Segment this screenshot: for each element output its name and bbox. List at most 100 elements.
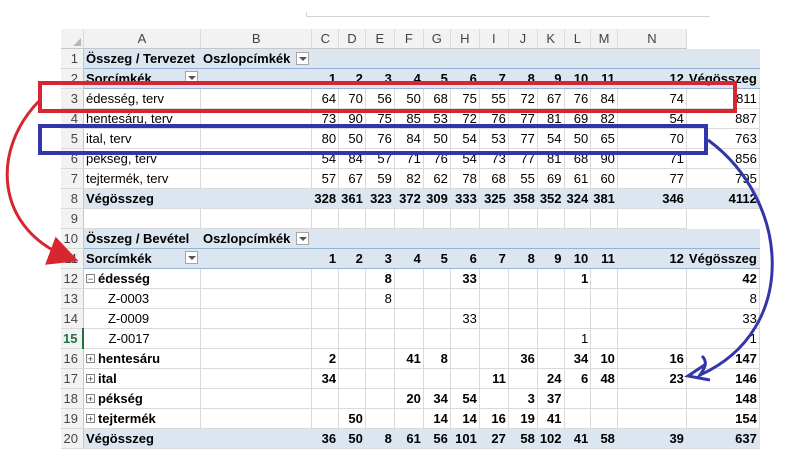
value-cell[interactable]: 61: [564, 168, 592, 189]
row-filter-dropdown-icon[interactable]: [184, 71, 198, 84]
column-header-n[interactable]: N: [617, 29, 687, 49]
header-fill-cell[interactable]: [365, 48, 395, 69]
grand-total-value[interactable]: 358: [508, 188, 538, 209]
month-header[interactable]: 6: [450, 68, 480, 89]
grand-total-value[interactable]: 324: [564, 188, 592, 209]
value-cell[interactable]: 74: [617, 88, 687, 109]
value-cell[interactable]: 81: [537, 108, 565, 129]
value-cell[interactable]: [479, 268, 509, 289]
value-cell[interactable]: [394, 268, 424, 289]
grand-total-value[interactable]: 27: [479, 428, 509, 449]
value-cell[interactable]: 8: [365, 268, 395, 289]
value-cell[interactable]: [508, 368, 538, 389]
header-fill-cell[interactable]: [686, 48, 760, 69]
grand-total-value[interactable]: 36: [311, 428, 340, 449]
value-cell[interactable]: [394, 408, 424, 429]
column-filter-dropdown-icon[interactable]: [296, 52, 310, 66]
grand-total-value[interactable]: 41: [564, 428, 592, 449]
value-cell[interactable]: [311, 308, 340, 329]
value-cell[interactable]: [537, 328, 565, 349]
grand-total-label[interactable]: Végösszeg: [83, 188, 201, 209]
grand-total-value[interactable]: 323: [365, 188, 395, 209]
cell[interactable]: [200, 148, 313, 169]
month-header[interactable]: 9: [537, 68, 565, 89]
pivot-column-labels[interactable]: Oszlopcímkék: [200, 48, 313, 69]
value-cell[interactable]: 53: [423, 108, 451, 129]
row-header[interactable]: 12: [61, 268, 84, 289]
row-total-cell[interactable]: 8: [686, 288, 760, 309]
value-cell[interactable]: 24: [537, 368, 565, 389]
row-total-cell[interactable]: 856: [686, 148, 760, 169]
row-label-cell[interactable]: + tejtermék: [83, 408, 201, 429]
grand-total-value[interactable]: 50: [338, 428, 366, 449]
value-cell[interactable]: 2: [311, 348, 340, 369]
expand-icon[interactable]: +: [85, 374, 95, 385]
grand-total-value[interactable]: 58: [508, 428, 538, 449]
header-fill-cell[interactable]: [450, 48, 480, 69]
row-header[interactable]: 1: [61, 48, 84, 69]
value-cell[interactable]: [338, 388, 366, 409]
grand-total-value[interactable]: 325: [479, 188, 509, 209]
value-cell[interactable]: 10: [590, 348, 618, 369]
pivot-value-field[interactable]: Összeg / Tervezet: [83, 48, 201, 69]
row-header[interactable]: 17: [61, 368, 84, 389]
column-header-j[interactable]: J: [508, 29, 538, 49]
row-header[interactable]: 10: [61, 228, 84, 249]
cell[interactable]: [450, 208, 480, 229]
cell[interactable]: [200, 288, 313, 309]
value-cell[interactable]: [423, 328, 451, 349]
value-cell[interactable]: [311, 388, 340, 409]
value-cell[interactable]: [508, 268, 538, 289]
value-cell[interactable]: [479, 348, 509, 369]
grand-total-value[interactable]: 309: [423, 188, 451, 209]
value-cell[interactable]: [423, 288, 451, 309]
cell[interactable]: [200, 348, 313, 369]
value-cell[interactable]: 67: [338, 168, 366, 189]
value-cell[interactable]: [394, 308, 424, 329]
cell[interactable]: [200, 208, 313, 229]
value-cell[interactable]: 16: [617, 348, 687, 369]
grand-total-value[interactable]: 58: [590, 428, 618, 449]
month-header[interactable]: 10: [564, 248, 592, 269]
value-cell[interactable]: 48: [590, 368, 618, 389]
grand-total-value[interactable]: 56: [423, 428, 451, 449]
header-fill-cell[interactable]: [338, 228, 366, 249]
cell[interactable]: [200, 388, 313, 409]
cell[interactable]: [200, 328, 313, 349]
value-cell[interactable]: 65: [590, 128, 618, 149]
month-header[interactable]: 9: [537, 248, 565, 269]
row-label-cell[interactable]: tejtermék, terv: [83, 168, 201, 189]
value-cell[interactable]: 67: [537, 88, 565, 109]
value-cell[interactable]: 57: [365, 148, 395, 169]
value-cell[interactable]: [590, 288, 618, 309]
value-cell[interactable]: [590, 328, 618, 349]
row-total-cell[interactable]: 1: [686, 328, 760, 349]
grand-total-value[interactable]: 8: [365, 428, 395, 449]
column-header-i[interactable]: I: [479, 29, 509, 49]
cell[interactable]: [537, 208, 565, 229]
grand-total-header[interactable]: Végösszeg: [686, 68, 760, 89]
value-cell[interactable]: 55: [479, 88, 509, 109]
value-cell[interactable]: [338, 308, 366, 329]
cell[interactable]: [338, 208, 366, 229]
value-cell[interactable]: 71: [617, 148, 687, 169]
value-cell[interactable]: 20: [394, 388, 424, 409]
value-cell[interactable]: [394, 328, 424, 349]
header-fill-cell[interactable]: [200, 248, 313, 269]
grand-total-value[interactable]: 328: [311, 188, 340, 209]
column-header-g[interactable]: G: [423, 29, 451, 49]
row-header[interactable]: 8: [61, 188, 84, 209]
cell[interactable]: [394, 208, 424, 229]
value-cell[interactable]: [508, 328, 538, 349]
value-cell[interactable]: [365, 308, 395, 329]
row-label-cell[interactable]: + pékség: [83, 388, 201, 409]
pivot-value-field[interactable]: Összeg / Bevétel: [83, 228, 201, 249]
value-cell[interactable]: [479, 388, 509, 409]
column-header-c[interactable]: C: [311, 29, 340, 49]
month-header[interactable]: 8: [508, 68, 538, 89]
value-cell[interactable]: 54: [537, 128, 565, 149]
value-cell[interactable]: 90: [338, 108, 366, 129]
value-cell[interactable]: 53: [479, 128, 509, 149]
value-cell[interactable]: [537, 268, 565, 289]
value-cell[interactable]: [394, 368, 424, 389]
